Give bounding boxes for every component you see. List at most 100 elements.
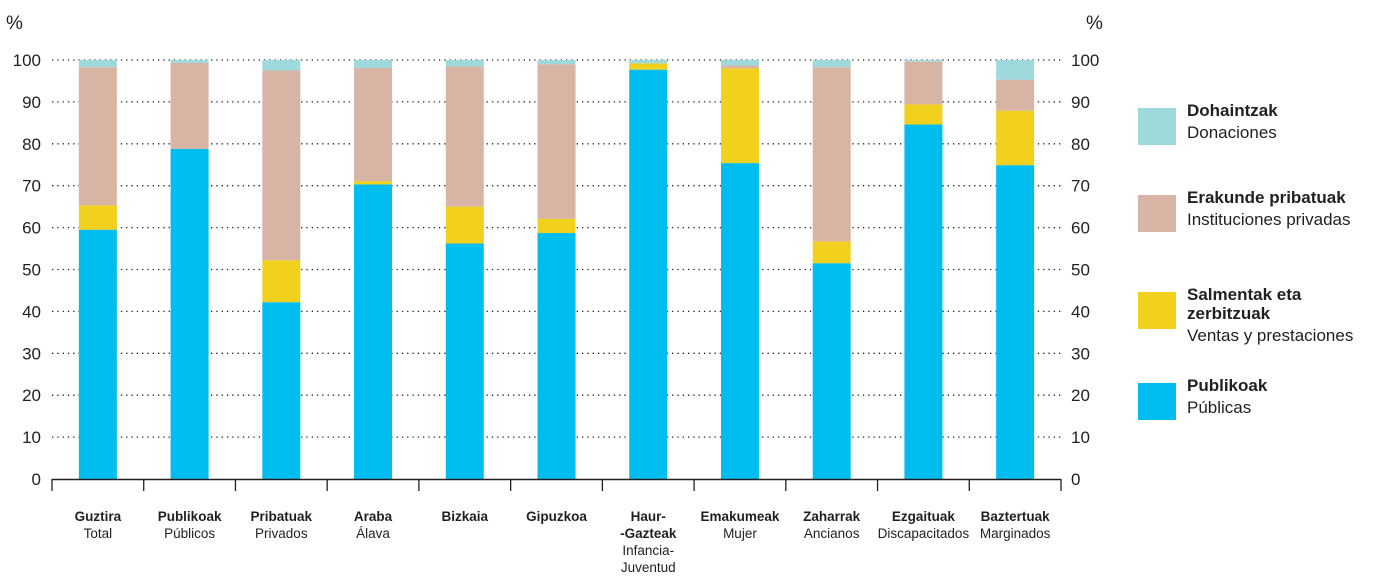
bar-segment [445,66,484,207]
bar-segment [996,60,1035,80]
legend-title: Publikoak [1187,376,1268,395]
category-label: Zaharrak [803,509,861,524]
category-sublabel: Ancianos [804,526,860,541]
bar-segment [262,302,301,479]
category-label: Pribatuak [251,509,313,524]
legend-swatch [1138,195,1176,232]
category-sublabel: Privados [255,526,308,541]
axes [51,478,1062,491]
y-tick-label-right: 20 [1071,386,1090,405]
y-tick-label-right: 0 [1071,470,1080,489]
category-sublabel: Mujer [723,526,757,541]
y-tick-label-left: 20 [22,386,41,405]
bar-segment [812,241,851,264]
category-label: Bizkaia [442,509,489,524]
bar-segment [904,124,943,479]
category-label: Guztira [75,509,122,524]
bar-segment [78,67,117,206]
category-sublabel: Marginados [980,526,1051,541]
bar-segment [904,104,943,125]
bar-segment [445,60,484,67]
bar-segment [170,62,209,149]
legend-subtitle: Ventas y prestaciones [1187,326,1353,345]
bar-segment [904,60,943,62]
y-tick-label-right: 100 [1071,51,1099,70]
bar-segment [629,60,668,64]
bars [78,60,1035,480]
category-label: Ezgaituak [892,509,956,524]
bar-segment [78,205,117,230]
bar-segment [812,60,851,68]
legend: Dohaintzak Donaciones Erakunde pribatuak In… [1138,101,1353,420]
y-tick-label-right: 10 [1071,428,1090,447]
bar-segment [354,184,393,479]
bar-segment [996,110,1035,166]
y-tick-label-left: 80 [22,135,41,154]
bar-segment [354,60,393,68]
y-tick-labels: 0 0 10 10 20 20 30 30 40 40 50 50 60 60 70 70 80 80 90 90 10… [13,51,1100,489]
y-tick-label-right: 80 [1071,135,1090,154]
y-tick-label-left: 10 [22,428,41,447]
category-sublabel: Discapacitados [878,526,970,541]
bar-segment [445,243,484,479]
category-label: Baztertuak [981,509,1051,524]
legend-title: Salmentak eta [1187,285,1302,304]
y-tick-label-right: 60 [1071,219,1090,238]
right-unit-label: % [1086,13,1103,34]
bar-segment [262,260,301,303]
category-label: Haur- [631,509,666,524]
bar-segment [537,64,576,219]
legend-subtitle: Públicas [1187,398,1251,417]
bar-segment [996,79,1035,111]
legend-swatch [1138,292,1176,329]
legend-subtitle: Instituciones privadas [1187,210,1350,229]
legend-title: Dohaintzak [1187,101,1278,120]
bar-segment [720,68,759,164]
category-sublabel: Infancia- [622,543,674,558]
bar-segment [537,218,576,234]
bar-segment [720,163,759,479]
legend-title: Erakunde pribatuak [1187,188,1346,207]
y-tick-label-left: 60 [22,219,41,238]
bar-segment [812,67,851,242]
legend-swatch [1138,108,1176,145]
category-label: Araba [354,509,393,524]
bar-segment [170,60,209,63]
bar-segment [537,233,576,479]
bar-segment [78,229,117,479]
y-tick-label-left: 50 [22,261,41,280]
y-tick-label-right: 40 [1071,302,1090,321]
legend-subtitle: Donaciones [1187,123,1277,142]
legend-swatch [1138,383,1176,420]
y-tick-label-right: 50 [1071,261,1090,280]
category-sublabel: Álava [356,526,390,541]
category-labels: Guztira Total Publikoak Públicos Pribatuak Pr… [75,509,1051,575]
bar-segment [445,206,484,244]
left-unit-label: % [6,13,23,34]
category-sublabel: Públicos [164,526,215,541]
bar-segment [629,63,668,70]
bar-segment [354,67,393,182]
category-label: -Gazteak [620,526,677,541]
category-label: Emakumeak [701,509,780,524]
bar-segment [262,60,301,71]
y-tick-label-left: 90 [22,93,41,112]
bar-segment [262,70,301,261]
y-tick-label-left: 40 [22,302,41,321]
bar-segment [720,65,759,69]
bar-segment [354,181,393,185]
bar-segment [904,61,943,105]
bar-segment [629,69,668,480]
y-tick-label-right: 90 [1071,93,1090,112]
category-sublabel: Total [84,526,113,541]
category-label: Gipuzkoa [526,509,587,524]
y-tick-label-left: 30 [22,344,41,363]
y-tick-label-right: 70 [1071,177,1090,196]
y-tick-label-left: 70 [22,177,41,196]
legend-title: zerbitzuak [1187,304,1271,323]
y-tick-label-left: 0 [32,470,41,489]
bar-segment [996,165,1035,479]
bar-segment [78,60,117,68]
y-tick-label-left: 100 [13,51,41,70]
